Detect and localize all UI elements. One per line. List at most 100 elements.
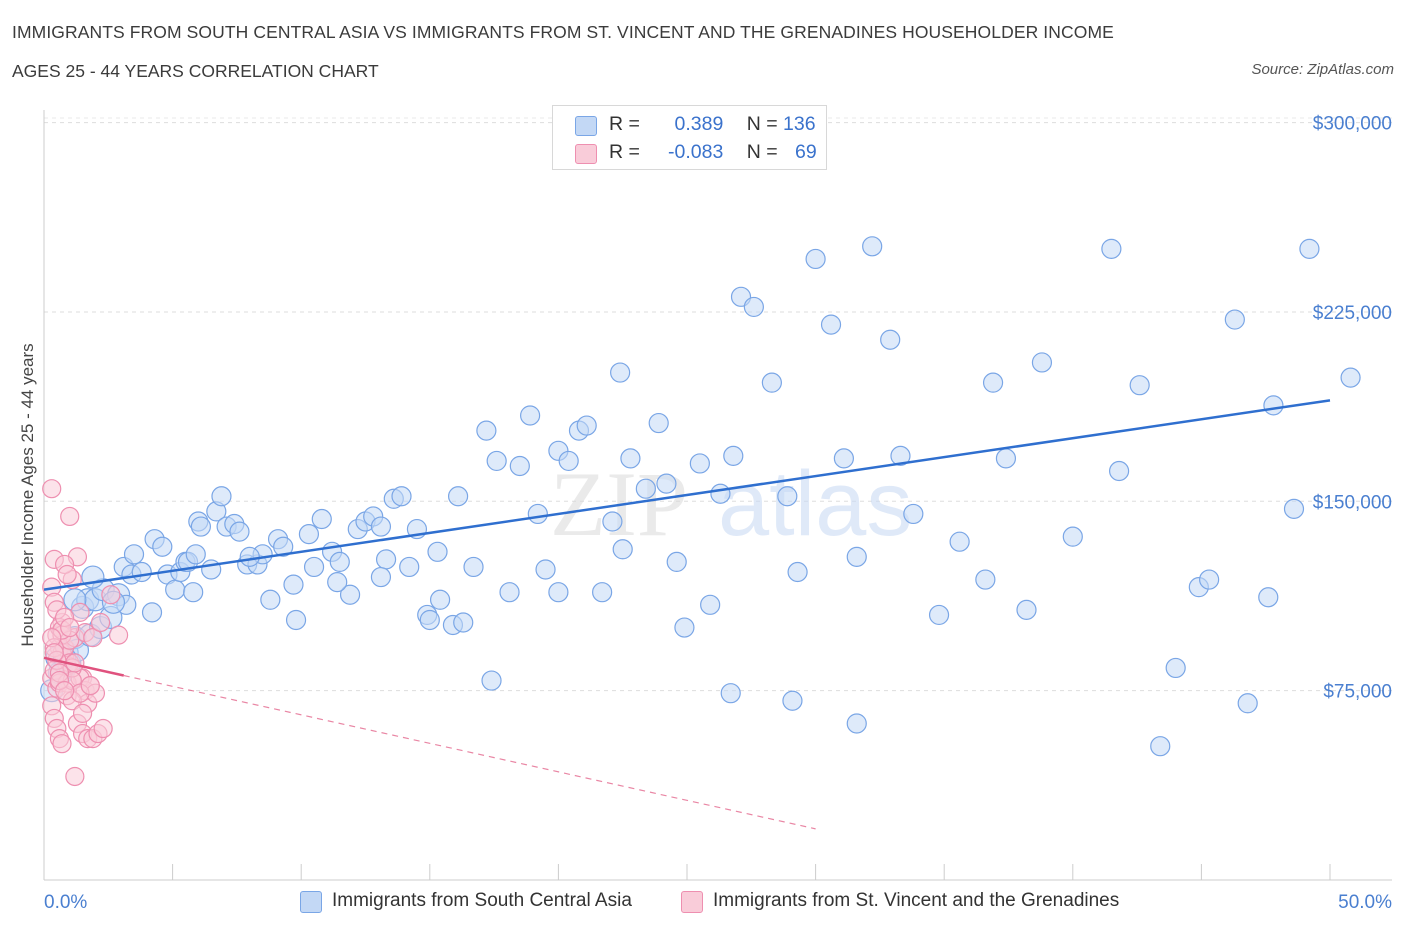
point-svg-66 xyxy=(44,643,64,663)
point-sca-88 xyxy=(710,483,731,504)
y-tick-label-2: $225,000 xyxy=(1313,303,1392,324)
point-svg-32 xyxy=(57,564,77,585)
point-sca-72 xyxy=(535,559,556,580)
point-sca-108 xyxy=(1016,599,1037,620)
point-sca-56 xyxy=(391,486,412,507)
point-sca-86 xyxy=(689,453,710,474)
point-sca-111 xyxy=(1101,238,1122,259)
point-sca-124 xyxy=(1150,736,1171,757)
legend-n-value-blue: 136 xyxy=(783,113,816,135)
y-tick-label-0: $75,000 xyxy=(1323,682,1392,703)
series-st-vincent xyxy=(42,479,129,787)
point-sca-101 xyxy=(890,445,911,466)
point-svg-46 xyxy=(52,734,72,754)
point-sca-69 xyxy=(509,455,530,477)
point-sca-117 xyxy=(1224,309,1245,330)
point-sca-93 xyxy=(777,486,798,507)
trend-line-pink xyxy=(43,656,125,677)
point-sca-68 xyxy=(499,582,520,603)
x-tick-label-1: 50.0% xyxy=(1338,892,1392,913)
point-svg-62 xyxy=(72,703,93,723)
point-sca-44 xyxy=(298,524,320,545)
legend-r-label: R = xyxy=(609,113,640,135)
point-sca-48 xyxy=(329,551,350,573)
point-sca-129 xyxy=(548,582,569,603)
point-sca-131 xyxy=(239,546,260,567)
trend-line-blue xyxy=(43,399,1331,591)
point-sca-65 xyxy=(463,556,484,578)
point-sca-57 xyxy=(399,556,420,578)
point-svg-7 xyxy=(60,506,80,527)
point-sca-84 xyxy=(666,551,687,573)
point-sca-54 xyxy=(375,549,397,570)
point-sca-134 xyxy=(419,609,440,631)
point-sca-96 xyxy=(820,314,842,335)
point-svg-51 xyxy=(83,628,103,648)
legend-r-value-blue: 0.389 xyxy=(674,113,724,135)
point-svg-52 xyxy=(101,585,121,605)
point-sca-119 xyxy=(1258,587,1279,608)
point-sca-114 xyxy=(1165,657,1186,679)
legend-swatch-blue xyxy=(575,116,597,136)
legend-n-value-pink: 69 xyxy=(795,141,817,163)
point-sca-17 xyxy=(123,544,145,565)
point-sca-98 xyxy=(846,546,867,567)
point-sca-43 xyxy=(285,609,307,631)
trend-lines xyxy=(43,399,1331,830)
point-sca-49 xyxy=(339,584,361,605)
bottom-legend-label-blue: Immigrants from South Central Asia xyxy=(332,890,632,911)
point-sca-80 xyxy=(620,448,641,469)
point-sca-53 xyxy=(370,516,392,537)
axes xyxy=(43,110,1392,881)
point-sca-102 xyxy=(903,503,924,525)
point-sca-60 xyxy=(427,541,448,562)
point-sca-95 xyxy=(805,248,826,270)
source-credit: Source: ZipAtlas.com xyxy=(1251,61,1394,78)
point-sca-66 xyxy=(476,420,497,441)
point-svg-0 xyxy=(42,479,62,499)
point-sca-100 xyxy=(880,329,901,350)
point-sca-118 xyxy=(1237,693,1258,714)
tick-labels: $75,000 $150,000 $225,000 $300,000 0.0% 50.0% xyxy=(44,114,1392,913)
point-sca-130 xyxy=(370,566,392,588)
point-sca-77 xyxy=(592,582,613,603)
point-sca-120 xyxy=(1263,395,1284,416)
legend-n-label: N = xyxy=(746,113,778,135)
point-svg-59 xyxy=(60,617,80,638)
point-sca-76 xyxy=(576,415,597,436)
point-sca-116 xyxy=(1199,569,1220,590)
point-svg-53 xyxy=(108,625,129,645)
point-sca-126 xyxy=(782,690,803,711)
bottom-legend-swatch-pink xyxy=(681,891,703,913)
point-sca-79 xyxy=(610,362,631,383)
watermark: ZIP atlas xyxy=(550,453,912,555)
point-sca-67 xyxy=(486,450,507,472)
point-sca-78 xyxy=(602,511,623,532)
point-sca-85 xyxy=(674,617,695,638)
point-sca-97 xyxy=(833,448,854,469)
point-svg-63 xyxy=(80,676,100,696)
point-sca-106 xyxy=(982,372,1004,393)
point-sca-87 xyxy=(700,594,721,615)
point-sca-123 xyxy=(1340,367,1361,388)
point-sca-122 xyxy=(1299,238,1320,259)
point-sca-70 xyxy=(520,405,541,426)
point-sca-105 xyxy=(975,569,996,590)
point-sca-128 xyxy=(481,670,502,691)
bottom-legend-label-pink: Immigrants from St. Vincent and the Gren… xyxy=(713,890,1120,911)
point-sca-104 xyxy=(949,531,970,552)
point-sca-125 xyxy=(846,713,867,734)
point-sca-135 xyxy=(612,539,633,560)
y-tick-label-1: $150,000 xyxy=(1313,492,1392,513)
point-sca-46 xyxy=(311,508,332,530)
point-sca-41 xyxy=(273,536,294,557)
point-sca-121 xyxy=(1283,498,1305,519)
point-sca-19 xyxy=(141,602,163,623)
legend-r-label: R = xyxy=(609,141,640,163)
point-sca-64 xyxy=(453,612,474,633)
point-sca-132 xyxy=(185,544,206,565)
point-sca-35 xyxy=(229,521,250,542)
point-svg-68 xyxy=(54,681,75,701)
point-sca-89 xyxy=(723,445,744,466)
y-axis-label: Householder Income Ages 25 - 44 years xyxy=(18,343,37,646)
